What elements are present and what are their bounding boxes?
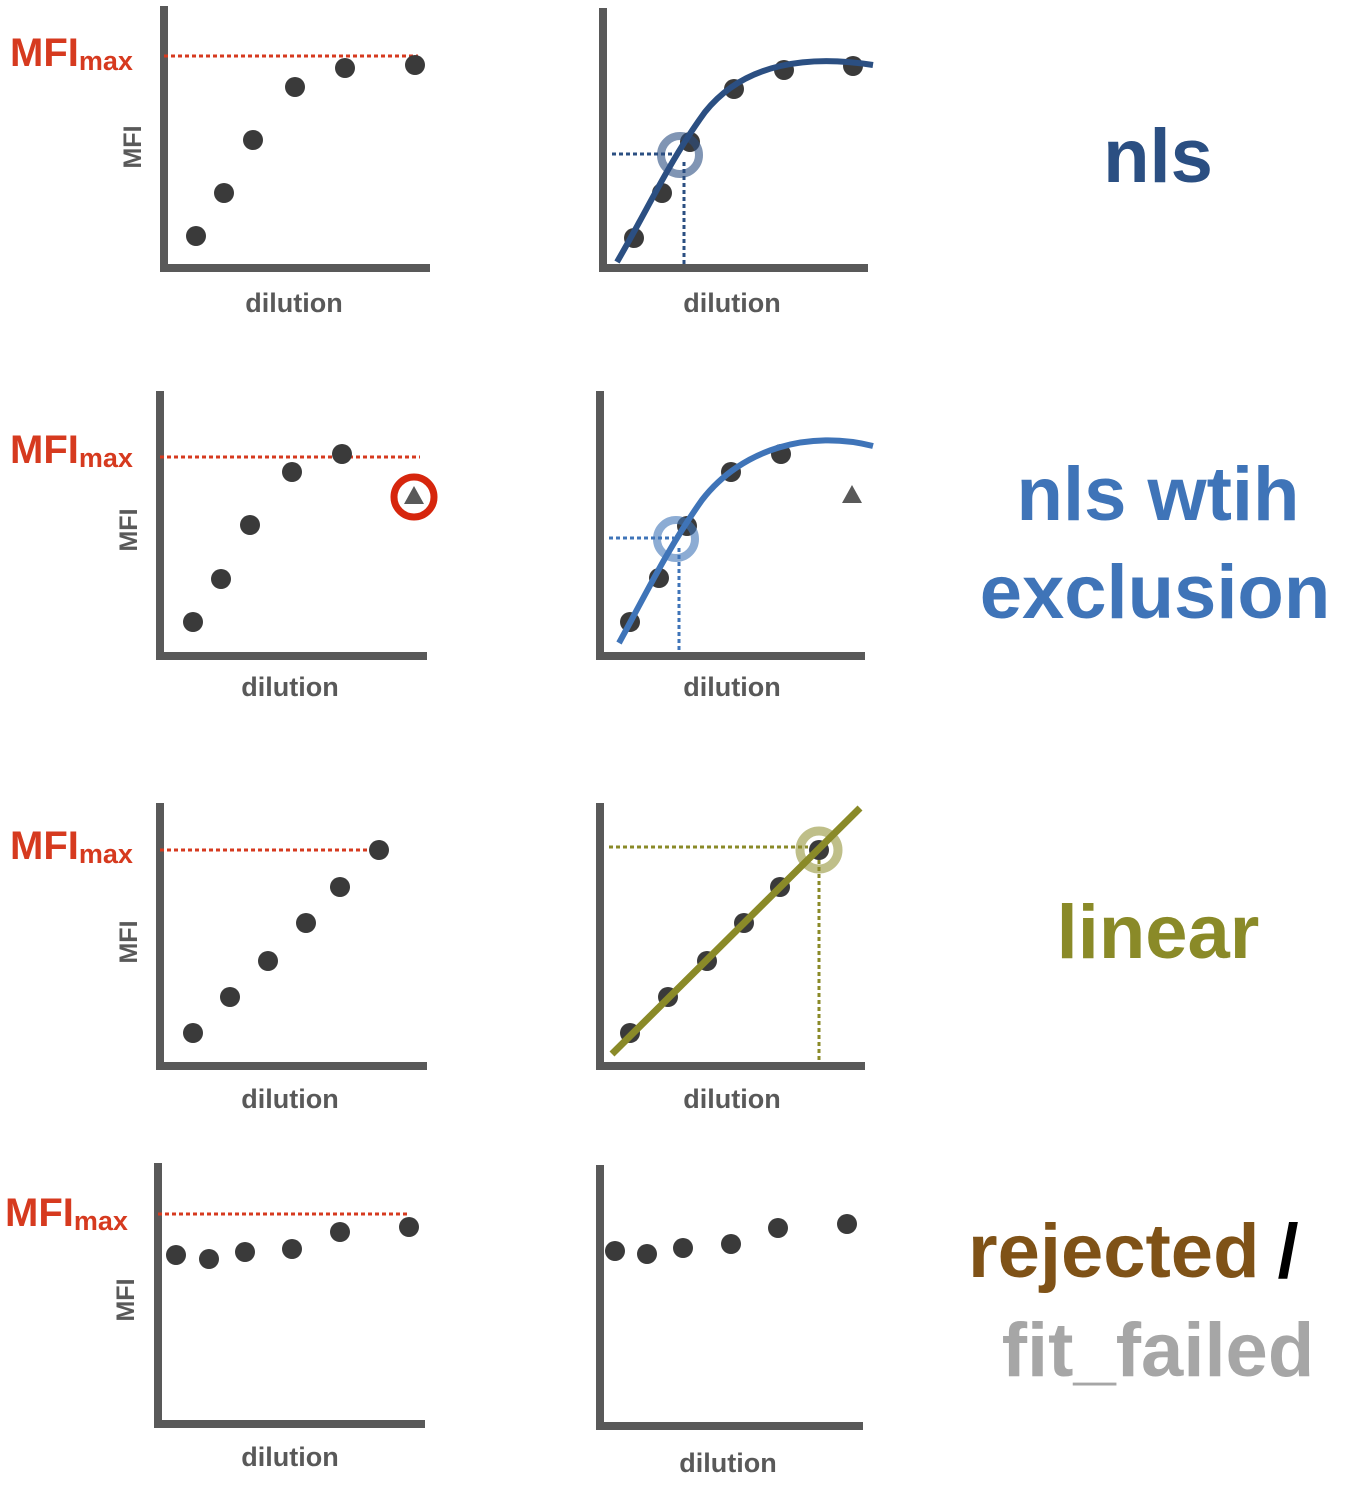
mfi-max-main: MFI xyxy=(10,824,79,868)
data-point xyxy=(243,130,263,150)
x-axis-label: dilution xyxy=(683,288,780,318)
data-point xyxy=(332,444,352,464)
row-rejected-fit-failed: MFImax MFI dilution dilution rejected / f… xyxy=(5,1163,1314,1478)
axes xyxy=(160,6,430,272)
axes xyxy=(156,391,427,660)
x-axis-label: dilution xyxy=(245,288,342,318)
mfi-max-label: MFImax xyxy=(5,1191,128,1236)
data-point xyxy=(330,877,350,897)
data-point xyxy=(282,1239,302,1259)
axes xyxy=(596,803,865,1070)
x-axis-label: dilution xyxy=(683,1084,780,1114)
data-point xyxy=(240,515,260,535)
fit-curve xyxy=(616,437,874,645)
data-point xyxy=(220,987,240,1007)
y-axis-label: MFI xyxy=(115,920,143,963)
panel-nls-raw: MFImax MFI dilution xyxy=(10,6,430,318)
data-point xyxy=(335,58,355,78)
data-point xyxy=(330,1222,350,1242)
panel-linear-raw: MFImax MFI dilution xyxy=(10,803,427,1114)
triangle-icon xyxy=(404,486,424,504)
row-nls: MFImax MFI dilution dilution nls xyxy=(10,6,1213,318)
fit-curve xyxy=(614,58,874,264)
data-point xyxy=(211,569,231,589)
data-point xyxy=(199,1249,219,1269)
method-label-linear: linear xyxy=(1057,890,1260,975)
mfi-max-sub: max xyxy=(79,46,133,76)
data-point xyxy=(285,77,305,97)
x-axis-label: dilution xyxy=(241,672,338,702)
panel-rejected-raw: MFImax MFI dilution xyxy=(5,1163,425,1472)
panel-nls-exclusion-raw: MFImax MFI dilution xyxy=(10,391,438,702)
mfi-max-label: MFImax xyxy=(10,824,133,869)
mfi-max-main: MFI xyxy=(5,1191,74,1235)
data-point xyxy=(605,1241,625,1261)
x-axis-label: dilution xyxy=(241,1084,338,1114)
mfi-max-main: MFI xyxy=(10,31,79,75)
data-point xyxy=(637,1244,657,1264)
mfi-max-main: MFI xyxy=(10,428,79,472)
fit-line xyxy=(609,805,863,1057)
estimate-ring xyxy=(653,516,699,562)
data-point xyxy=(405,55,425,75)
row-linear: MFImax MFI dilution dilution linear xyxy=(10,803,1259,1114)
data-point xyxy=(183,1023,203,1043)
data-point xyxy=(166,1245,186,1265)
mfi-max-label: MFImax xyxy=(10,428,133,473)
estimate-ring xyxy=(657,132,703,178)
mfi-max-sub: max xyxy=(74,1206,128,1236)
panel-rejected-fit: dilution xyxy=(596,1165,863,1478)
data-point xyxy=(837,1214,857,1234)
data-point xyxy=(721,1234,741,1254)
method-label-nls: nls xyxy=(1103,114,1213,199)
method-label-nls-with-exclusion-line1: nls wtih xyxy=(1017,452,1300,537)
data-point xyxy=(183,612,203,632)
y-axis-label: MFI xyxy=(112,1278,140,1321)
triangle-icon xyxy=(842,485,862,503)
data-point xyxy=(768,1218,788,1238)
panel-nls-fit: dilution xyxy=(599,8,874,318)
x-axis-label: dilution xyxy=(679,1448,776,1478)
y-axis-label: MFI xyxy=(119,125,147,168)
data-point xyxy=(369,840,389,860)
axes xyxy=(154,1163,425,1428)
data-point xyxy=(235,1242,255,1262)
axes xyxy=(156,803,427,1070)
data-point xyxy=(673,1238,693,1258)
data-point xyxy=(258,951,278,971)
excluded-point-ring xyxy=(390,473,438,521)
panel-nls-exclusion-fit: dilution xyxy=(596,391,874,702)
data-point xyxy=(296,913,316,933)
row-nls-with-exclusion: MFImax MFI dilution dilution nls wtih xyxy=(10,391,1330,702)
data-point xyxy=(399,1217,419,1237)
y-axis-label: MFI xyxy=(115,508,143,551)
method-label-separator: / xyxy=(1278,1209,1299,1294)
data-point xyxy=(214,183,234,203)
mfi-max-sub: max xyxy=(79,839,133,869)
data-point xyxy=(186,226,206,246)
method-label-rejected: rejected xyxy=(968,1209,1260,1294)
estimate-ring xyxy=(795,826,843,874)
x-axis-label: dilution xyxy=(683,672,780,702)
axes xyxy=(599,8,868,272)
method-label-fit-failed: fit_failed xyxy=(1002,1308,1315,1393)
method-label-nls-with-exclusion-line2: exclusion xyxy=(980,550,1331,635)
axes xyxy=(596,391,865,660)
panel-linear-fit: dilution xyxy=(596,803,865,1114)
data-point xyxy=(282,462,302,482)
axes xyxy=(596,1165,863,1430)
x-axis-label: dilution xyxy=(241,1442,338,1472)
method-label-rejected-line: rejected / xyxy=(968,1209,1299,1294)
mfi-max-sub: max xyxy=(79,443,133,473)
mfi-max-label: MFImax xyxy=(10,31,133,76)
